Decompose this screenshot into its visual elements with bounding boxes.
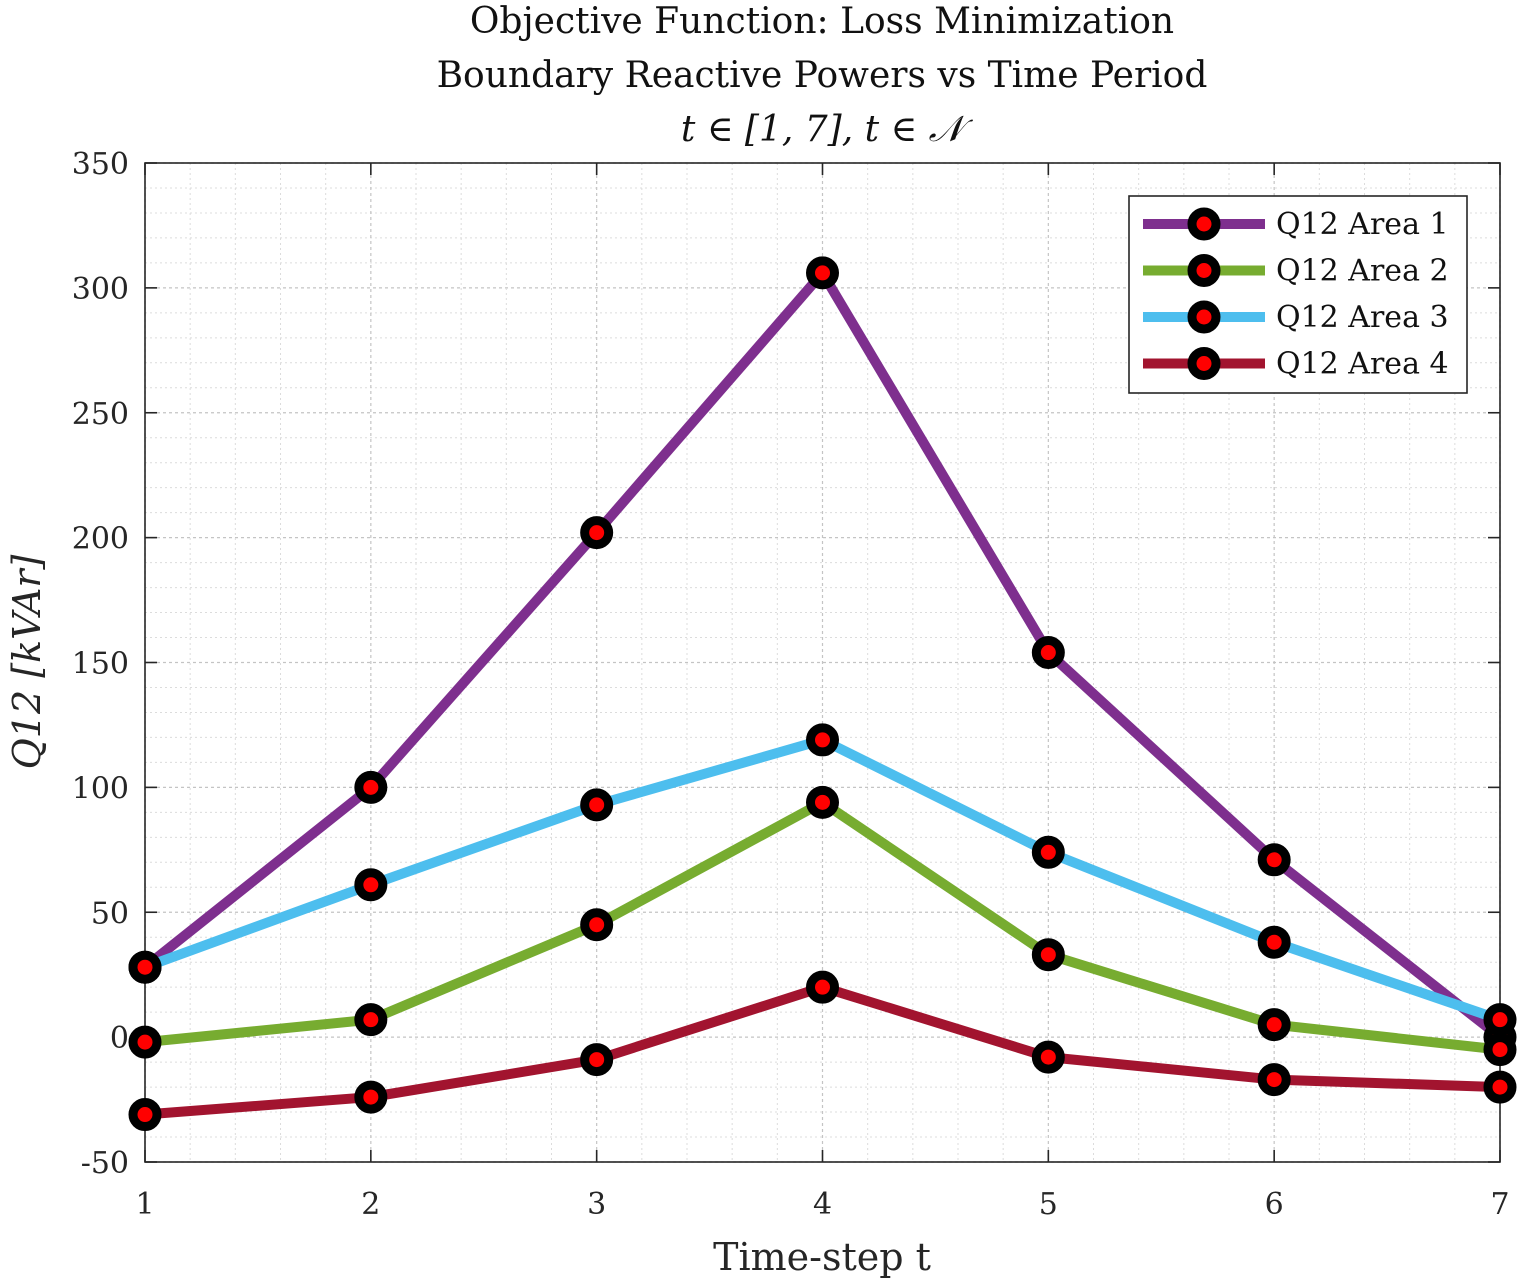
data-point <box>1257 843 1291 877</box>
data-point <box>1483 1003 1517 1037</box>
data-point <box>580 516 614 550</box>
x-tick-label: 2 <box>361 1187 380 1222</box>
data-point <box>1483 1033 1517 1067</box>
title-line-2: Boundary Reactive Powers vs Time Period <box>437 55 1208 96</box>
legend-entry: Q12 Area 1 <box>1143 207 1449 242</box>
series-markers-area-2 <box>128 785 1517 1067</box>
legend-entry: Q12 Area 2 <box>1143 254 1449 289</box>
y-tick-label: 300 <box>72 272 129 307</box>
legend-label: Q12 Area 3 <box>1276 300 1449 335</box>
data-point <box>1483 1070 1517 1104</box>
legend-marker-swatch <box>1187 347 1221 380</box>
x-tick-label: 1 <box>135 1187 154 1222</box>
legend-marker-swatch <box>1187 254 1221 287</box>
legend-label: Q12 Area 1 <box>1276 207 1449 242</box>
data-point <box>580 788 614 822</box>
data-point <box>128 1025 162 1059</box>
chart-title: Objective Function: Loss Minimization Bo… <box>437 1 1208 150</box>
y-axis-ticks: -50 0 50 100 150 200 250 300 350 <box>72 147 1500 1181</box>
y-axis-label: Q12 [kVAr] <box>5 554 49 769</box>
y-tick-label: 150 <box>72 647 129 682</box>
data-point <box>580 1043 614 1077</box>
data-point <box>806 970 839 1004</box>
data-point <box>354 1080 388 1114</box>
series-markers-area-4 <box>128 970 1517 1132</box>
legend-entry: Q12 Area 4 <box>1143 347 1449 382</box>
y-tick-label: 250 <box>72 397 129 432</box>
data-point <box>1257 1008 1291 1042</box>
data-point <box>1257 1063 1291 1097</box>
data-point <box>354 868 388 902</box>
data-point <box>806 723 839 757</box>
y-tick-label: 200 <box>72 522 129 557</box>
y-tick-label: 350 <box>72 147 129 182</box>
y-tick-label: 100 <box>72 771 129 806</box>
legend-marker-swatch <box>1187 207 1221 241</box>
legend-entry: Q12 Area 3 <box>1143 300 1449 335</box>
x-tick-label: 4 <box>813 1187 832 1222</box>
x-tick-label: 5 <box>1039 1187 1058 1222</box>
data-point <box>128 950 162 984</box>
y-tick-label: 50 <box>91 896 129 931</box>
y-tick-label: 0 <box>110 1021 129 1056</box>
legend-marker-swatch <box>1187 300 1221 334</box>
data-point <box>354 1003 388 1037</box>
data-point <box>1031 1040 1065 1074</box>
data-point <box>1031 835 1065 869</box>
data-point <box>128 1098 162 1132</box>
title-line-3: t ∈ [1, 7], t ∈ 𝒩 <box>681 109 974 150</box>
series-markers-area-3 <box>128 723 1517 1037</box>
data-point <box>1031 938 1065 972</box>
data-point <box>806 785 839 819</box>
x-axis-label: Time-step t <box>713 1235 931 1279</box>
x-axis-ticks: 1 2 3 4 5 6 7 <box>135 163 1510 1222</box>
legend: Q12 Area 1 Q12 Area 2 Q12 Area 3 Q12 Area 4 <box>1128 195 1468 394</box>
legend-label: Q12 Area 2 <box>1276 254 1449 289</box>
data-point <box>354 770 388 804</box>
y-tick-label: -50 <box>81 1146 129 1181</box>
data-point <box>1257 925 1291 959</box>
x-tick-label: 6 <box>1265 1187 1284 1222</box>
data-point <box>806 256 839 290</box>
legend-label: Q12 Area 4 <box>1276 347 1449 382</box>
x-tick-label: 7 <box>1490 1187 1509 1222</box>
data-point <box>580 908 614 942</box>
series-group <box>128 256 1517 1132</box>
x-tick-label: 3 <box>587 1187 606 1222</box>
data-point <box>1031 636 1065 670</box>
title-line-1: Objective Function: Loss Minimization <box>470 1 1174 42</box>
